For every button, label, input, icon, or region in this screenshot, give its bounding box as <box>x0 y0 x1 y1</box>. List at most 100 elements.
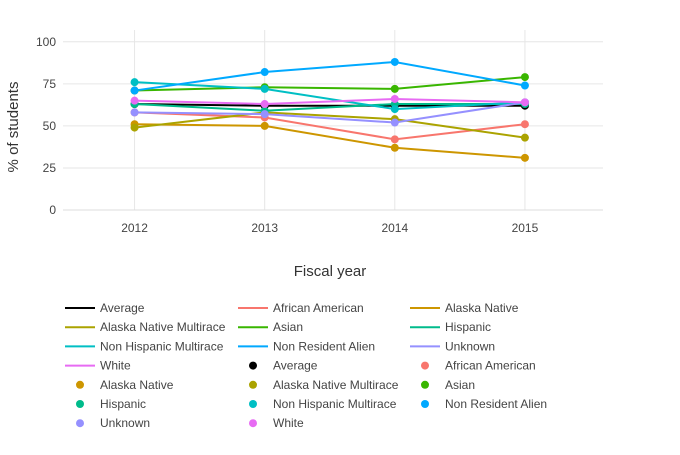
legend-marker-swatch <box>76 380 84 389</box>
legend-item-marker-non-hispanic-multirace[interactable]: Non Hispanic Multirace <box>249 397 397 411</box>
legend-item-marker-african-american[interactable]: African American <box>421 359 536 373</box>
data-point-african-american <box>390 135 399 144</box>
legend-item-line-non-resident-alien[interactable]: Non Resident Alien <box>238 339 375 353</box>
series-line-non-resident-alien <box>134 60 526 92</box>
data-point-asian <box>520 73 529 82</box>
data-point-non-hispanic-multirace <box>390 105 399 114</box>
data-point-non-resident-alien <box>260 68 269 77</box>
legend-item-line-alaska-native[interactable]: Alaska Native <box>410 301 519 315</box>
data-point-white <box>520 98 529 107</box>
data-point-unknown <box>390 118 399 127</box>
legend-item-line-hispanic[interactable]: Hispanic <box>410 320 491 334</box>
data-point-non-hispanic-multirace <box>130 78 139 87</box>
data-point-white <box>130 96 139 105</box>
legend-item-marker-asian[interactable]: Asian <box>421 378 475 392</box>
legend-marker-swatch <box>76 400 84 408</box>
legend-label: Unknown <box>445 339 495 353</box>
legend-marker-swatch <box>249 419 257 428</box>
legend-label: Non Hispanic Multirace <box>100 339 224 353</box>
legend-label: Alaska Native <box>100 378 174 392</box>
legend-marker-swatch <box>421 400 429 408</box>
legend-label: White <box>273 416 304 430</box>
legend-item-line-alaska-native-multirace[interactable]: Alaska Native Multirace <box>65 320 226 334</box>
legend-label: African American <box>273 301 364 315</box>
data-point-white <box>260 100 269 109</box>
series-line-hispanic <box>134 103 525 112</box>
legend-label: Asian <box>445 378 475 392</box>
data-point-non-resident-alien <box>520 81 529 90</box>
legend-item-line-non-hispanic-multirace[interactable]: Non Hispanic Multirace <box>65 339 224 353</box>
legend-marker-swatch <box>249 361 257 370</box>
series-line-alaska-native <box>134 123 526 159</box>
y-tick-label: 0 <box>49 203 56 217</box>
legend-marker-swatch <box>421 361 429 370</box>
y-axis-label: % of students <box>5 82 22 173</box>
legend-label: Unknown <box>100 416 150 430</box>
legend-label: Average <box>273 359 318 373</box>
legend-label: African American <box>445 359 536 373</box>
y-tick-label: 100 <box>36 35 56 49</box>
x-tick-label: 2015 <box>512 221 539 235</box>
legend-item-marker-unknown[interactable]: Unknown <box>76 416 150 430</box>
data-point-unknown <box>130 108 139 117</box>
legend-item-line-average[interactable]: Average <box>65 301 145 315</box>
series-line-african-american <box>134 111 526 141</box>
y-tick-label: 75 <box>43 77 57 91</box>
legend-item-marker-white[interactable]: White <box>249 416 304 430</box>
y-tick-label: 50 <box>43 119 57 133</box>
legend-marker-swatch <box>249 400 257 408</box>
legend-label: White <box>100 359 131 373</box>
x-tick-label: 2012 <box>121 221 148 235</box>
legend-item-line-african-american[interactable]: African American <box>238 301 364 315</box>
data-point-alaska-native-multirace <box>130 123 139 132</box>
legend-label: Non Resident Alien <box>273 339 375 353</box>
legend: Average African American Alaska Native Alas… <box>65 301 547 430</box>
legend-marker-swatch <box>249 380 257 389</box>
series-line-white <box>134 97 525 106</box>
legend-item-line-asian[interactable]: Asian <box>238 320 303 334</box>
data-point-unknown <box>260 110 269 119</box>
data-point-alaska-native <box>390 143 399 152</box>
legend-label: Hispanic <box>445 320 491 334</box>
legend-label: Alaska Native Multirace <box>273 378 399 392</box>
legend-label: Hispanic <box>100 397 146 411</box>
legend-label: Non Hispanic Multirace <box>273 397 397 411</box>
legend-item-line-white[interactable]: White <box>65 359 131 373</box>
data-point-alaska-native-multirace <box>520 133 529 142</box>
legend-item-marker-alaska-native[interactable]: Alaska Native <box>76 378 174 392</box>
legend-marker-swatch <box>76 419 84 428</box>
x-tick-label: 2014 <box>381 221 408 235</box>
x-tick-label: 2013 <box>251 221 278 235</box>
series-points <box>130 57 529 162</box>
legend-label: Non Resident Alien <box>445 397 547 411</box>
y-axis-ticks: 0 25 50 75 100 <box>36 35 56 217</box>
series-line-unknown <box>134 101 526 124</box>
legend-item-line-unknown[interactable]: Unknown <box>410 339 495 353</box>
legend-item-marker-alaska-native-multirace[interactable]: Alaska Native Multirace <box>249 378 399 392</box>
series-line-asian <box>134 76 526 92</box>
data-point-asian <box>390 84 399 93</box>
x-axis-label: Fiscal year <box>294 263 367 280</box>
grid <box>63 30 603 211</box>
legend-item-marker-hispanic[interactable]: Hispanic <box>76 397 146 411</box>
data-point-alaska-native <box>520 153 529 162</box>
legend-marker-swatch <box>421 380 429 389</box>
data-point-non-hispanic-multirace <box>260 84 269 93</box>
series-lines <box>134 60 526 159</box>
legend-label: Average <box>100 301 145 315</box>
legend-item-marker-average[interactable]: Average <box>249 359 318 373</box>
x-axis-ticks: 2012 2013 2014 2015 <box>121 221 538 235</box>
legend-label: Alaska Native Multirace <box>100 320 226 334</box>
data-point-alaska-native <box>260 121 269 130</box>
data-point-white <box>390 94 399 103</box>
series-line-non-hispanic-multirace <box>134 81 525 111</box>
legend-label: Alaska Native <box>445 301 519 315</box>
legend-item-marker-non-resident-alien[interactable]: Non Resident Alien <box>421 397 547 411</box>
series-line-alaska-native-multirace <box>134 111 526 139</box>
data-point-non-resident-alien <box>130 86 139 95</box>
y-tick-label: 25 <box>43 161 57 175</box>
data-point-non-resident-alien <box>390 57 399 66</box>
data-point-african-american <box>520 120 529 129</box>
